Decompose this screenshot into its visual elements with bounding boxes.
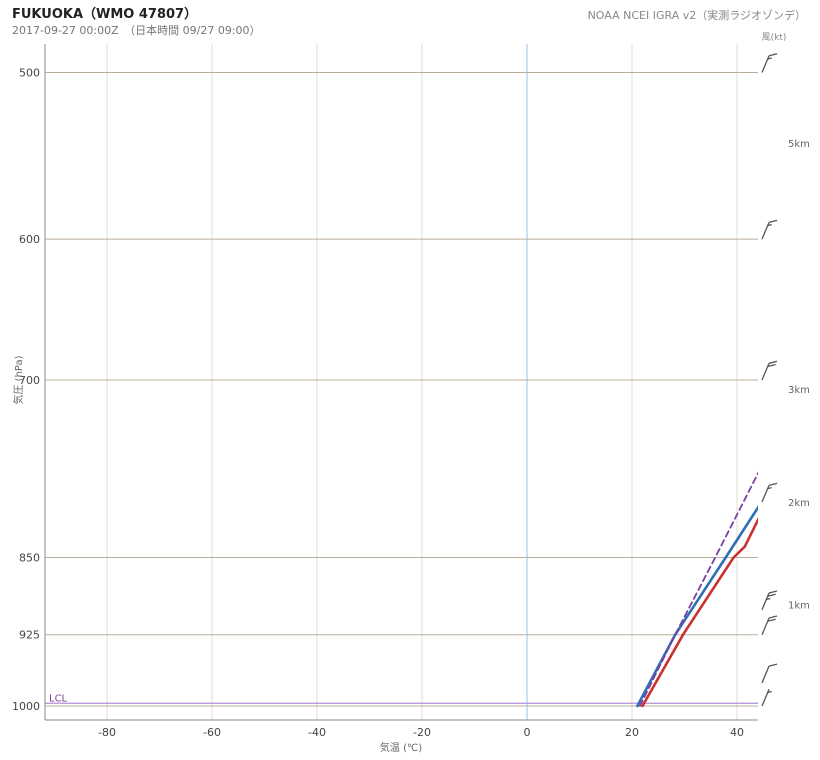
chart-title: FUKUOKA（WMO 47807） — [12, 7, 198, 22]
wind-barb — [761, 219, 778, 240]
wind-barb — [761, 360, 778, 381]
height-label: 1km — [788, 601, 810, 612]
data-source: NOAA NCEI IGRA v2（実測ラジオゾンデ） — [587, 9, 806, 22]
wind-barb — [761, 689, 772, 707]
y-tick-label: 925 — [19, 629, 40, 642]
y-tick-label: 1000 — [12, 700, 40, 713]
wind-barb — [761, 53, 778, 73]
height-label: 2km — [788, 498, 810, 509]
dry-adiabat-line — [815, 0, 820, 751]
x-tick-label: -20 — [413, 726, 431, 739]
dewpoint-profile-line — [635, 505, 758, 708]
wind-barb-half — [767, 57, 772, 60]
y-axis-label: 気圧 (hPa) — [12, 355, 25, 404]
profiles — [635, 471, 758, 708]
x-tick-label: -40 — [308, 726, 326, 739]
temperature-profile-line — [641, 517, 758, 708]
wind-barb-full — [768, 360, 778, 364]
wind-barb-full — [767, 363, 776, 368]
wind-barb — [761, 615, 778, 635]
wind-barbs — [761, 53, 778, 707]
wind-unit-label: 風(kt) — [762, 32, 787, 43]
grid: LCL — [45, 44, 758, 720]
dry-adiabat-line — [761, 0, 820, 751]
wind-barb-full — [768, 53, 778, 57]
wind-barb-full — [768, 482, 778, 486]
wind-barb-half — [767, 690, 772, 694]
lcl-label: LCL — [49, 693, 68, 704]
wind-barb — [761, 590, 778, 610]
wind-barb — [761, 482, 778, 503]
x-tick-label: -60 — [203, 726, 221, 739]
wind-barb-full — [768, 663, 778, 667]
wind-barb-staff — [761, 665, 770, 684]
x-tick-label: 0 — [524, 726, 531, 739]
wind-barb-half — [766, 597, 771, 601]
y-tick-label: 700 — [19, 374, 40, 387]
chart-subtitle: 2017-09-27 00:00Z （日本時間 09/27 09:00） — [12, 24, 261, 37]
wind-barb-half — [767, 224, 772, 227]
x-tick-label: -80 — [98, 726, 116, 739]
wind-barb — [761, 663, 778, 684]
y-tick-label: 600 — [19, 233, 40, 246]
wind-barb-full — [767, 618, 776, 622]
y-tick-label: 850 — [19, 551, 40, 564]
y-tick-label: 500 — [19, 66, 40, 79]
wind-barb-full — [768, 219, 778, 224]
height-label: 3km — [788, 385, 810, 396]
wind-barb-half — [767, 486, 772, 490]
x-tick-label: 20 — [625, 726, 639, 739]
height-label: 5km — [788, 139, 810, 150]
wind-barb-full — [768, 615, 778, 619]
plot-area — [45, 44, 758, 720]
axes: 1001502002503004005006007008509251000-80… — [12, 32, 810, 754]
wind-barb-full — [768, 590, 778, 594]
x-axis-label: 気温 (℃) — [380, 741, 422, 754]
x-tick-label: 40 — [730, 726, 744, 739]
wind-barb-full — [767, 593, 776, 597]
